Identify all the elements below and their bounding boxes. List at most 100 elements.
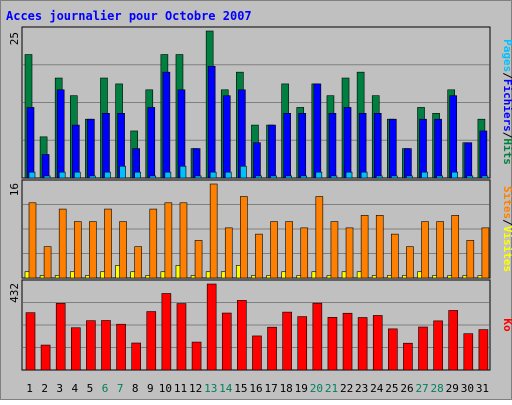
bar-sites-day-24 [375, 215, 384, 279]
panel-1-ymax-label: 25 [8, 32, 21, 45]
bar-kbytes-day-4 [70, 327, 81, 371]
x-label-day-10: 10 [159, 382, 172, 395]
x-label-day-14: 14 [219, 382, 233, 395]
bar-pages-day-4 [73, 171, 81, 179]
bar-pages-day-10 [164, 171, 172, 179]
bar-kbytes-day-29 [448, 310, 459, 371]
bar-sites-day-9 [149, 208, 158, 279]
bar-sites-day-16 [255, 233, 263, 279]
bar-kbytes-day-12 [191, 341, 202, 371]
bar-kbytes-day-5 [86, 320, 96, 371]
legend-sites-visits-part-2: Visites [501, 226, 512, 272]
bar-pages-day-31 [481, 175, 489, 179]
bar-kbytes-day-22 [342, 312, 353, 371]
bar-files-day-19 [298, 113, 307, 179]
bar-pages-day-1 [28, 171, 36, 179]
bar-files-day-12 [192, 148, 201, 179]
bar-kbytes-day-7 [116, 323, 126, 371]
bar-files-day-21 [328, 113, 337, 179]
bar-pages-day-6 [104, 171, 111, 179]
bar-files-day-22 [343, 107, 352, 179]
bar-pages-day-19 [300, 175, 308, 179]
bar-kbytes-day-9 [146, 311, 157, 371]
bar-pages-day-3 [58, 171, 66, 179]
bar-kbytes-day-6 [101, 320, 111, 371]
bar-sites-day-6 [104, 208, 112, 279]
bar-sites-day-12 [194, 240, 203, 279]
bar-files-day-1 [26, 107, 35, 179]
bar-sites-day-20 [315, 196, 324, 279]
bar-files-day-11 [177, 89, 186, 179]
bar-files-day-31 [479, 130, 488, 179]
bar-sites-day-1 [28, 202, 37, 279]
bar-sites-day-7 [119, 221, 127, 279]
bar-files-day-10 [162, 71, 171, 179]
x-label-day-7: 7 [117, 382, 124, 395]
x-label-day-24: 24 [370, 382, 384, 395]
x-label-day-16: 16 [249, 382, 262, 395]
bar-sites-day-17 [270, 221, 278, 279]
legend-kbytes-part-0: Ko [501, 318, 512, 332]
panel-2-ymax-label: 16 [8, 183, 21, 196]
bar-kbytes-day-13 [206, 283, 217, 371]
bar-files-day-23 [358, 113, 367, 179]
bar-files-day-16 [253, 142, 261, 179]
bar-kbytes-day-21 [327, 317, 338, 371]
x-label-day-6: 6 [102, 382, 109, 395]
bar-sites-day-3 [58, 208, 67, 279]
bar-pages-day-5 [89, 175, 96, 179]
bar-files-day-3 [56, 89, 65, 179]
bar-sites-day-19 [300, 227, 309, 279]
bar-sites-day-31 [481, 227, 490, 279]
bar-kbytes-day-16 [252, 335, 262, 371]
legend-pages-files-hits-part-1: / [501, 72, 512, 79]
bar-sites-day-5 [89, 221, 97, 279]
x-label-day-31: 31 [476, 382, 489, 395]
bar-kbytes-day-23 [357, 317, 368, 371]
bar-sites-day-27 [421, 221, 429, 279]
bar-files-day-2 [41, 154, 50, 179]
x-label-day-9: 9 [147, 382, 154, 395]
bar-files-day-25 [389, 118, 397, 179]
bar-files-day-15 [238, 89, 246, 179]
bar-files-day-9 [147, 107, 156, 179]
legend-pages-files-hits-part-2: Fichiers [501, 79, 512, 132]
x-label-day-12: 12 [189, 382, 202, 395]
bar-pages-day-29 [451, 171, 459, 179]
bar-kbytes-day-14 [221, 312, 232, 371]
bar-pages-day-7 [119, 165, 126, 179]
bar-sites-day-2 [43, 246, 52, 279]
bar-pages-day-17 [270, 175, 277, 179]
legend-sites-visits-part-1: / [501, 219, 512, 226]
bar-pages-day-9 [149, 175, 157, 179]
bar-sites-day-30 [466, 240, 475, 279]
x-label-day-30: 30 [461, 382, 474, 395]
bar-files-day-17 [268, 124, 276, 179]
bar-kbytes-day-18 [282, 311, 292, 371]
bar-sites-day-13 [209, 183, 218, 279]
bar-kbytes-day-24 [372, 315, 383, 371]
bar-files-day-27 [419, 118, 427, 179]
x-label-day-15: 15 [234, 382, 247, 395]
x-label-day-25: 25 [385, 382, 398, 395]
bar-kbytes-day-19 [297, 316, 308, 371]
bar-sites-day-28 [436, 221, 444, 279]
bar-kbytes-day-31 [478, 329, 489, 371]
x-label-day-11: 11 [174, 382, 187, 395]
bar-pages-day-14 [224, 171, 232, 179]
bar-pages-day-24 [375, 175, 383, 179]
bar-pages-day-16 [255, 175, 262, 179]
bar-files-day-26 [404, 148, 412, 179]
bar-sites-day-4 [73, 221, 82, 279]
bar-kbytes-day-1 [25, 312, 36, 371]
x-label-day-27: 27 [415, 382, 428, 395]
bar-pages-day-22 [345, 171, 353, 179]
bar-pages-day-27 [421, 171, 428, 179]
bar-files-day-30 [464, 142, 473, 179]
legend-sites-visits: Sites/Visites [501, 186, 512, 272]
x-label-day-13: 13 [204, 382, 217, 395]
x-label-day-18: 18 [280, 382, 293, 395]
x-label-day-17: 17 [264, 382, 277, 395]
bar-kbytes-day-25 [388, 328, 398, 371]
